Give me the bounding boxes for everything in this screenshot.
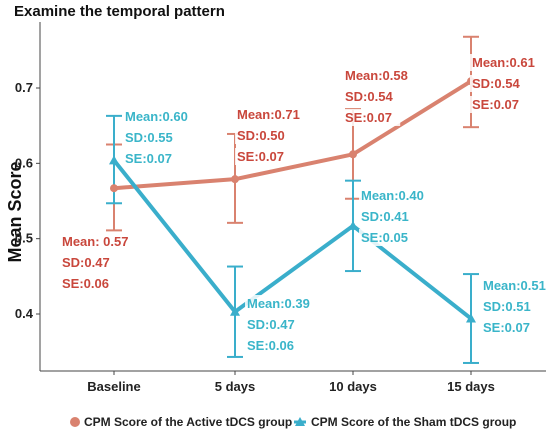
- annotation-background: [481, 298, 539, 315]
- annotation-label: Mean:0.39 SD:0.47 SE:0.06: [245, 295, 318, 354]
- annotation-label: Mean:0.71 SD:0.50 SE:0.07: [235, 106, 308, 165]
- annotation-label: Mean: 0.57 SD:0.47 SE:0.06: [60, 233, 140, 292]
- annotation-text: SE:0.07: [472, 97, 519, 112]
- annotation-text: SD:0.41: [361, 209, 409, 224]
- annotation-background: [359, 208, 417, 225]
- data-point: [230, 306, 240, 316]
- annotation-text: SD:0.54: [345, 89, 393, 104]
- annotation-background: [470, 75, 528, 92]
- annotation-background: [245, 337, 303, 354]
- annotation-text: SE:0.06: [247, 338, 294, 353]
- annotation-text: SE:0.07: [483, 320, 530, 335]
- annotation-background: [343, 109, 401, 126]
- annotation-background: [343, 88, 401, 105]
- annotation-background: [60, 275, 118, 292]
- annotation-background: [481, 277, 550, 294]
- annotation-text: Mean:0.58: [345, 68, 408, 83]
- data-point: [109, 155, 119, 165]
- legend: CPM Score of the Active tDCS group CPM Sc…: [70, 415, 516, 429]
- legend-label: CPM Score of the Sham tDCS group: [311, 415, 516, 429]
- series-markers: [109, 77, 476, 323]
- annotation-background: [470, 96, 528, 113]
- annotation-text: Mean:0.71: [237, 107, 300, 122]
- annotation-text: Mean:0.61: [472, 55, 535, 70]
- annotation-background: [235, 106, 308, 123]
- chart-axes: 0.4 0.5 0.6 0.7 Baseline 5 days 10 days 15 days: [15, 22, 546, 394]
- annotation-background: [359, 229, 417, 246]
- annotation-background: [235, 127, 293, 144]
- x-tick-label: Baseline: [87, 379, 140, 394]
- annotation-text: SD:0.51: [483, 299, 531, 314]
- data-point: [110, 184, 118, 193]
- y-tick-label: 0.6: [15, 155, 33, 170]
- x-tick-label: 15 days: [447, 379, 495, 394]
- annotation-text: SE:0.05: [361, 230, 408, 245]
- annotation-background: [245, 295, 318, 312]
- data-point: [231, 175, 239, 184]
- series-line: [112, 79, 473, 191]
- annotation-label: Mean:0.58 SD:0.54 SE:0.07: [343, 67, 416, 126]
- annotation-label: Mean:0.61 SD:0.54 SE:0.07: [470, 54, 543, 113]
- legend-marker: [70, 417, 80, 427]
- annotation-label: Mean:0.51 SD:0.51 SE:0.07: [481, 277, 550, 336]
- series-lines: [112, 79, 473, 321]
- annotation-text: SE:0.07: [345, 110, 392, 125]
- x-tick-label: 5 days: [215, 379, 255, 394]
- data-point: [348, 220, 358, 230]
- annotation-background: [470, 54, 543, 71]
- y-tick-label: 0.5: [15, 231, 33, 246]
- x-tick-label: 10 days: [329, 379, 377, 394]
- annotation-text: SE:0.07: [125, 151, 172, 166]
- annotation-text: Mean:0.39: [247, 296, 310, 311]
- annotation-text: SE:0.07: [237, 149, 284, 164]
- annotation-background: [235, 148, 293, 165]
- annotation-text: SE:0.06: [62, 276, 109, 291]
- annotation-background: [481, 319, 539, 336]
- annotation-label: Mean:0.40 SD:0.41 SE:0.05: [359, 187, 432, 246]
- annotation-text: Mean: 0.57: [62, 234, 128, 249]
- legend-label: CPM Score of the Active tDCS group: [84, 415, 292, 429]
- annotation-text: SD:0.47: [62, 255, 110, 270]
- series-line: [112, 158, 473, 321]
- data-point: [466, 313, 476, 323]
- legend-marker: [295, 417, 305, 426]
- annotation-text: Mean:0.60: [125, 109, 188, 124]
- annotation-background: [60, 254, 118, 271]
- annotation-text: Mean:0.40: [361, 188, 424, 203]
- y-tick-label: 0.7: [15, 80, 33, 95]
- annotation-text: SD:0.55: [125, 130, 173, 145]
- y-tick-label: 0.4: [15, 306, 34, 321]
- annotation-text: Mean:0.51: [483, 278, 546, 293]
- annotation-text: SD:0.50: [237, 128, 285, 143]
- annotation-background: [245, 316, 303, 333]
- annotation-text: SD:0.54: [472, 76, 520, 91]
- annotations: Mean: 0.57 SD:0.47 SE:0.06 Mean:0.71 SD:0.50…: [60, 54, 550, 354]
- y-axis-label: Mean Score: [5, 161, 25, 262]
- annotation-background: [343, 67, 416, 84]
- annotation-background: [359, 187, 432, 204]
- data-point: [349, 150, 357, 159]
- annotation-background: [123, 129, 181, 146]
- annotation-text: SD:0.47: [247, 317, 295, 332]
- annotation-background: [123, 108, 196, 125]
- annotation-background: [123, 150, 181, 167]
- annotation-label: Mean:0.60 SD:0.55 SE:0.07: [123, 108, 196, 167]
- annotation-background: [60, 233, 140, 250]
- chart-title: Examine the temporal pattern: [14, 3, 225, 20]
